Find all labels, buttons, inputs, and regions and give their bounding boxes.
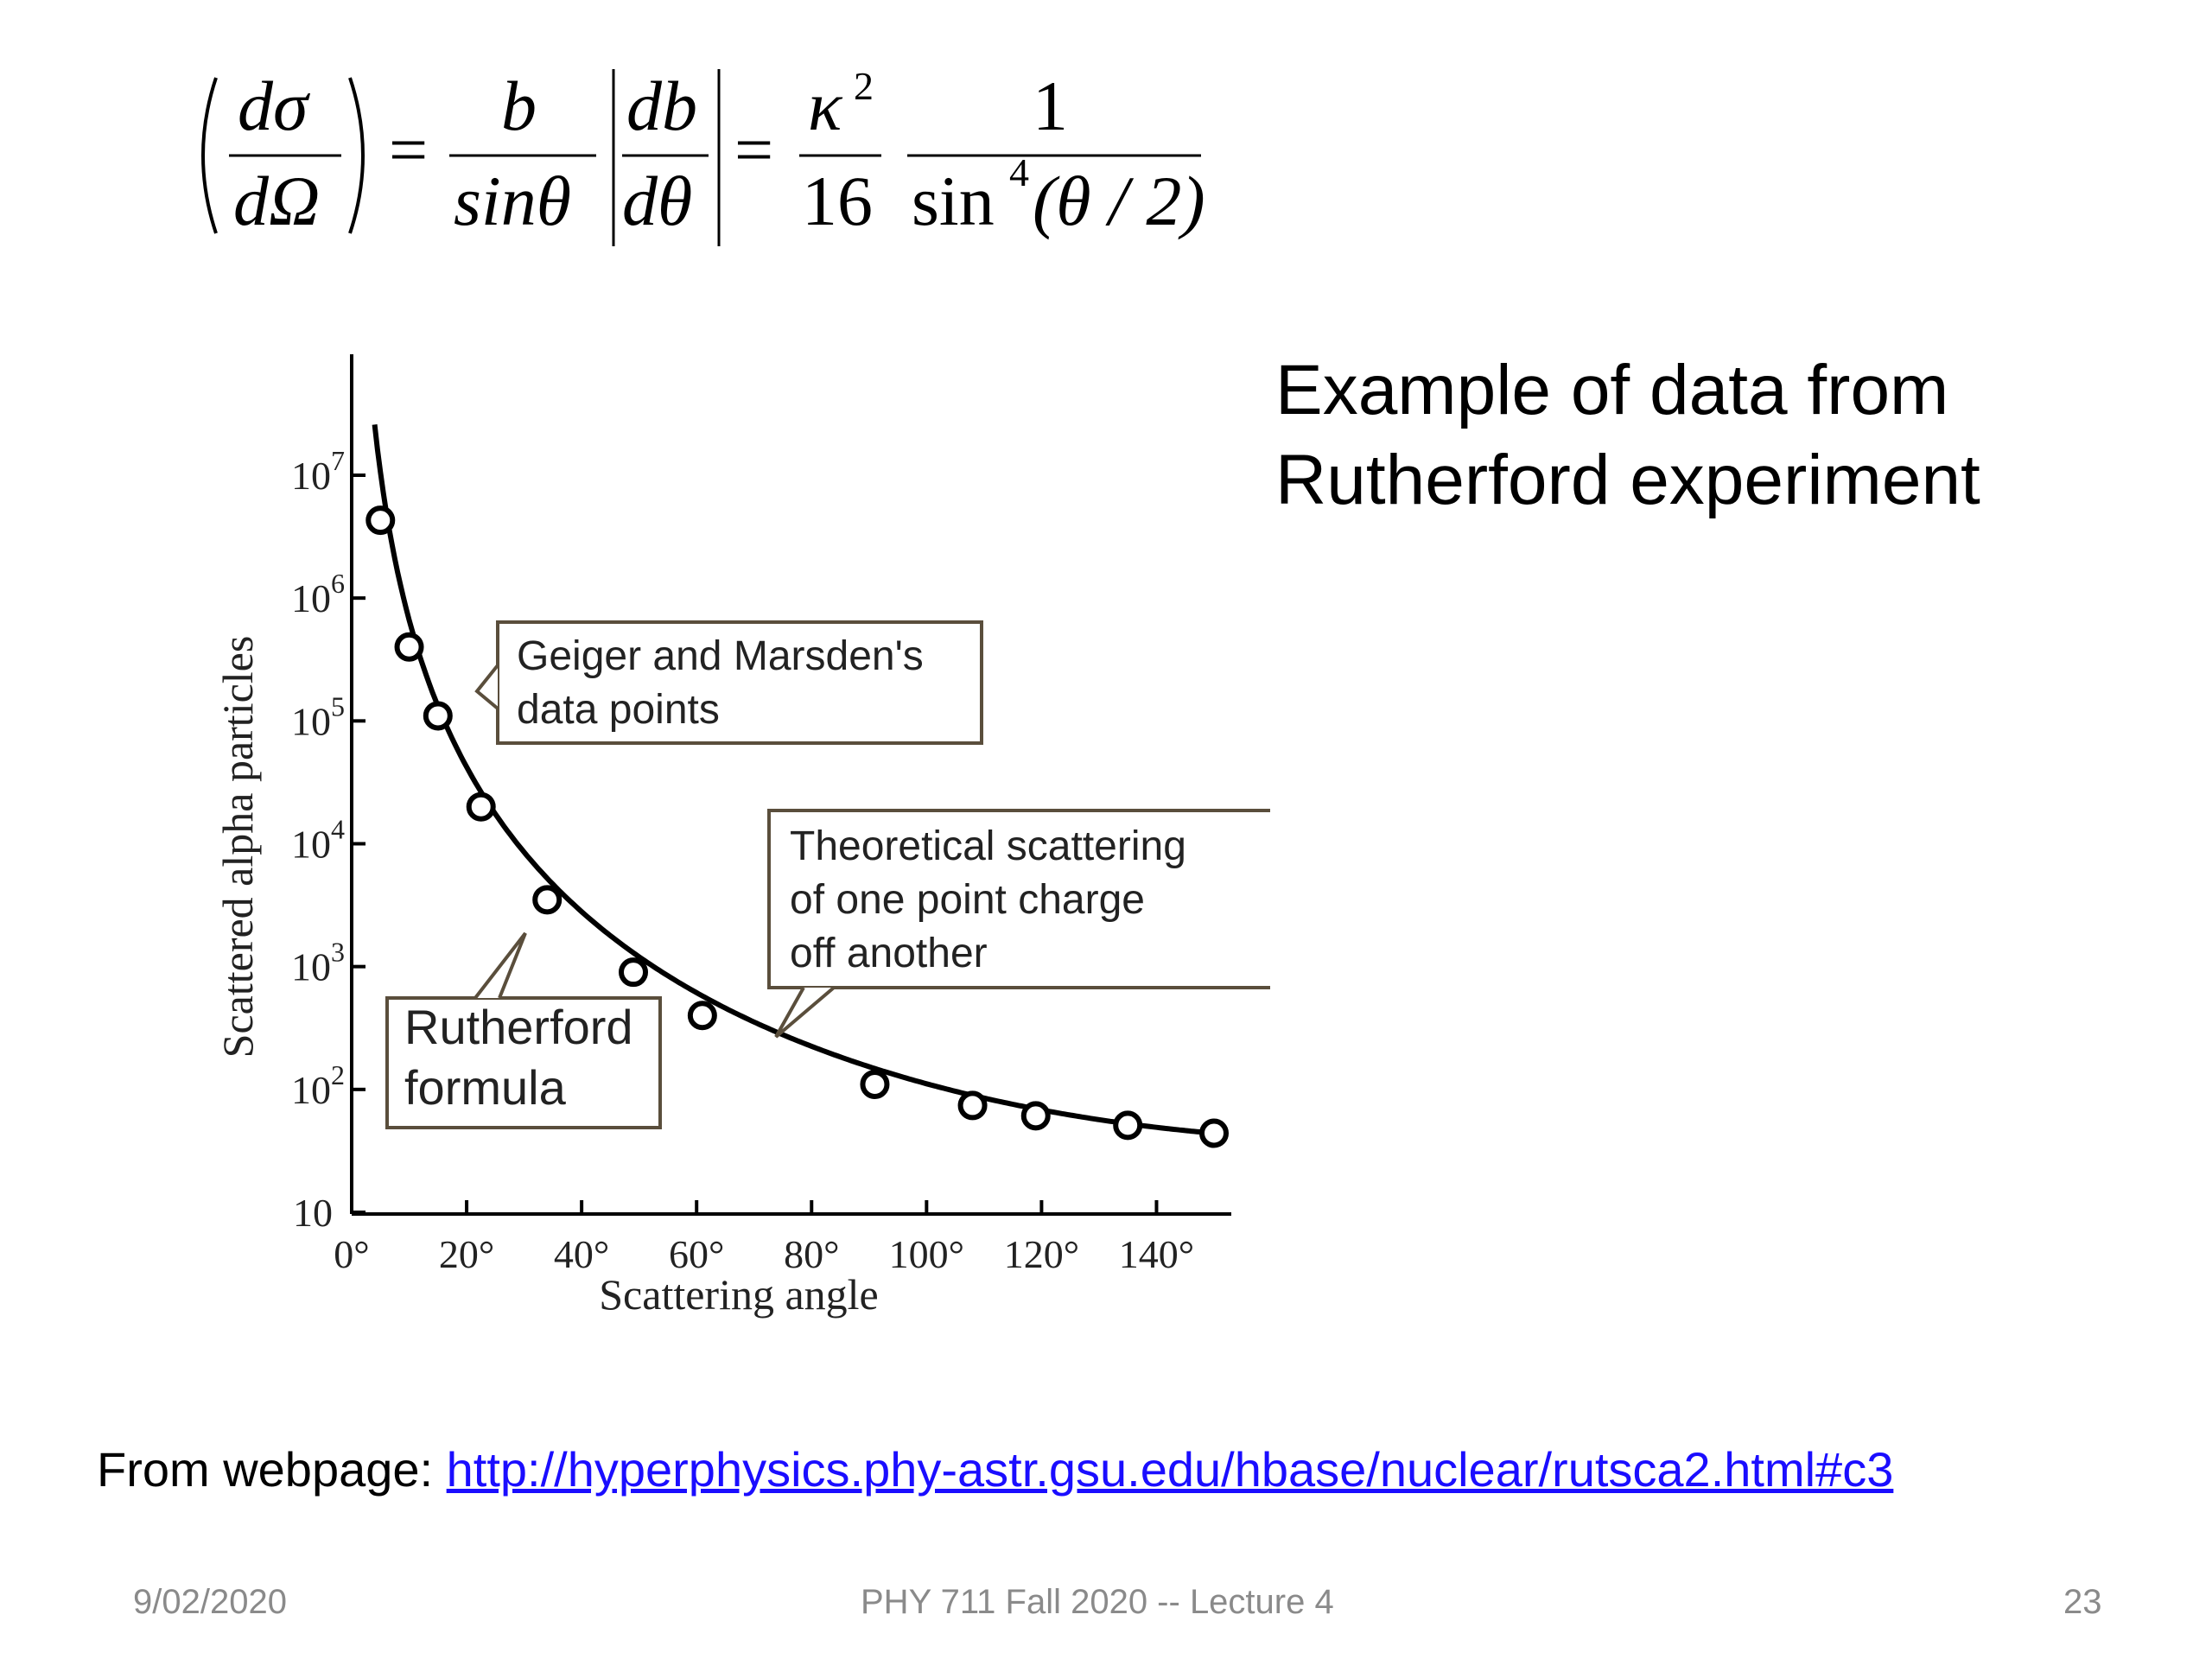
data-point [423,701,453,731]
x-tick-label: 20° [439,1232,494,1276]
side-title: Example of data from Rutherford experime… [1275,346,2139,525]
data-point [619,957,649,988]
formula-sixteen: 16 [802,162,873,240]
annotation-pointer [774,986,836,1039]
annotation-text: Rutherford [404,1000,633,1054]
annotation-theory: Theoretical scattering of one point charg… [767,809,1270,1039]
svg-text:=: = [389,112,428,188]
y-tick-label: 102 [291,1059,345,1112]
formula-dsigma: dσ [238,67,311,145]
y-tick-label: 10 [293,1191,333,1235]
annotation-text: formula [404,1060,567,1115]
annotation-text: Theoretical scattering [790,823,1186,869]
formula-sintheta: sinθ [454,162,571,240]
source-line: From webpage: http://hyperphysics.phy-as… [97,1441,1893,1497]
annotation-box [496,620,983,745]
y-tick-label: 107 [291,445,345,498]
formula-one: 1 [1033,67,1068,145]
annotation-pointer [474,664,499,710]
formula-kappa: κ [808,67,843,145]
data-point [687,1001,717,1031]
x-tick-label: 100° [889,1232,964,1276]
annotation-box [767,809,1270,989]
x-tick-label: 140° [1119,1232,1194,1276]
side-title-line-1: Example of data from [1275,351,1949,429]
data-point [1020,1101,1051,1131]
annotation-text: Geiger and Marsden's [517,633,924,679]
y-tick-label: 105 [291,690,345,743]
rutherford-formula-curve [372,424,1215,1136]
source-prefix: From webpage: [97,1442,447,1497]
formula-sin: sin [912,162,995,240]
chart-annotations: Geiger and Marsden's data points Theoretic… [385,620,1270,1129]
formula-arg: (θ / 2) [1033,162,1205,240]
x-tick-label: 60° [669,1232,724,1276]
formula-sin-exp: 4 [1009,150,1029,194]
y-tick-label: 106 [291,568,345,620]
annotation-text: of one point charge [790,877,1145,923]
annotation-geiger: Geiger and Marsden's data points [474,620,983,745]
x-tick-label: 40° [554,1232,609,1276]
y-tick-label: 104 [291,814,345,867]
data-point [1199,1118,1229,1148]
svg-text:=: = [734,112,773,188]
y-axis-label: Scattered alpha particles [213,636,262,1058]
data-point [860,1069,890,1099]
footer-date: 9/02/2020 [133,1583,287,1621]
formula-kappa-exp: 2 [854,64,874,108]
data-point [466,791,496,822]
annotation-text: data points [517,687,720,733]
formula-domega: dΩ [233,162,320,240]
formula-b: b [501,67,537,145]
y-tick-label: 103 [291,937,345,989]
side-title-line-2: Rutherford experiment [1275,441,1980,519]
formula-dtheta: dθ [622,162,692,240]
annotation-box [385,996,662,1129]
source-link[interactable]: http://hyperphysics.phy-astr.gsu.edu/hba… [446,1442,1894,1497]
footer-course: PHY 711 Fall 2020 -- Lecture 4 [861,1583,1334,1621]
data-points [365,505,1229,1148]
x-tick-label: 80° [784,1232,839,1276]
cross-section-formula: dσ dΩ = b sinθ db dθ = κ 2 16 1 sin 4 (θ… [201,64,1205,246]
data-point [394,632,424,662]
data-point [532,885,563,915]
data-point [365,505,396,536]
x-tick-label: 120° [1004,1232,1079,1276]
chart-axes [350,354,1231,1216]
data-point [957,1090,988,1121]
footer-page-number: 23 [2063,1583,2102,1621]
y-axis-ticks: 10 102 103 104 105 106 107 [291,445,365,1235]
annotation-pointer [474,931,527,1000]
data-point [1113,1110,1143,1141]
x-axis-label: Scattering angle [599,1270,879,1319]
x-tick-label: 0° [334,1232,369,1276]
x-axis-ticks: 0° 20° 40° 60° 80° 100° 120° 140° [334,1200,1194,1276]
annotation-rutherford: Rutherford formula [385,931,662,1129]
formula-db: db [626,67,697,145]
annotation-text: off another [790,931,988,976]
rutherford-scattering-chart: 0° 20° 40° 60° 80° 100° 120° 140° 1010210310410… [213,354,1270,1319]
